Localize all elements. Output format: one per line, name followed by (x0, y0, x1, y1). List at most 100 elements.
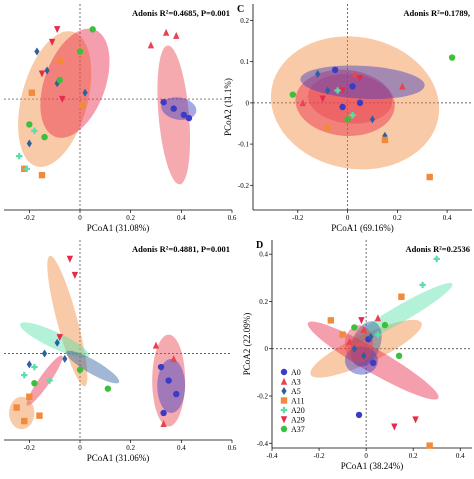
panel-3-xtick-label-2: 0 (364, 452, 368, 460)
legend-marker-a5 (281, 387, 287, 395)
panel-3-ylabel: PCoA2 (22.09%) (242, 313, 252, 376)
panel-1-point-a20-0 (334, 87, 341, 94)
panel-3-point-a5-2 (368, 332, 374, 341)
panel-3-point-a11-1 (339, 331, 346, 338)
panel-1-point-a0-1 (349, 83, 356, 90)
panel-0-point-a37-4 (89, 26, 96, 33)
panel-3-xlabel: PCoA1 (38.24%) (341, 461, 404, 471)
panel-0-ellipse-a0-3 (161, 97, 197, 120)
panel-3-xtick-label-3: 0.2 (409, 452, 418, 460)
panel-1-point-a5-3 (382, 131, 388, 140)
panel-3-point-a3-2 (374, 314, 382, 322)
panel-0-point-a11-1 (56, 57, 63, 65)
panel-1-point-a29-2 (356, 74, 364, 82)
panel-1-point-a5-2 (369, 115, 376, 124)
panel-3-point-a20-1 (433, 255, 440, 263)
panel-2-point-a11-1 (21, 417, 28, 425)
panel-2-xlabel: PCoA1 (31.06%) (87, 453, 150, 463)
legend-label-a11: A11 (291, 397, 304, 406)
panel-3-point-a3-0 (346, 337, 353, 345)
panel-0-xtick-label-0: -0.2 (24, 214, 36, 222)
legend-marker-a0 (280, 368, 288, 376)
panel-2-ellipse-a5-2 (66, 350, 120, 384)
panel-0-point-a5-0 (34, 47, 40, 56)
panel-3-point-a5-1 (361, 351, 367, 360)
panel-0-ellipse-a11-0 (18, 31, 92, 167)
legend-label-a20: A20 (291, 406, 305, 415)
panel-3-point-a11-3 (426, 442, 433, 449)
panel-2-xtick-label-3: 0.4 (177, 444, 186, 452)
panel-2-ellipse-a20-1 (20, 322, 90, 358)
panel-3-point-a37-0 (351, 324, 358, 331)
panel-2-point-a37-1 (76, 366, 84, 373)
panel-1-point-a37-0 (289, 91, 297, 98)
panel-2-point-a5-3 (54, 338, 60, 347)
panel-3-ytick-label-1: 0.2 (259, 298, 268, 306)
panel-2-point-a11-2 (26, 393, 33, 400)
panel-1-point-a0-3 (356, 99, 364, 107)
panel-0-point-a29-2 (54, 26, 61, 34)
panel-1-ytick-label-1: 0.1 (240, 58, 249, 66)
panel-1-point-a29-1 (339, 87, 346, 95)
panel-2-ellipse-a11-4 (9, 396, 35, 430)
legend-marker-a20 (280, 406, 288, 414)
panel-2-point-a3-2 (160, 419, 167, 427)
panel-2-xtick-label-1: 0 (78, 444, 82, 452)
panel-3-xtick-label-0: -0.4 (266, 452, 278, 460)
panel-1-point-a37-2 (448, 54, 456, 61)
panel-0-point-a20-1 (23, 165, 30, 172)
panel-0-point-a11-0 (28, 89, 36, 96)
panel-1-ytick-label-3: -0.1 (238, 141, 250, 149)
panel-3-point-a20-2 (374, 331, 382, 338)
panel-0-point-a20-2 (31, 127, 38, 134)
panel-0-xtick-label-3: 0.4 (177, 214, 186, 222)
panel-1-point-a20-1 (349, 112, 356, 119)
panel-1-xtick-label-0: -0.2 (292, 214, 304, 222)
panel-1-xtick-label-1: 0 (346, 214, 350, 222)
panel-1-point-a5-1 (325, 86, 331, 95)
panel-2-ellipse-a0-6 (157, 358, 186, 413)
panel-1-ytick-label-2: 0 (246, 99, 250, 107)
panel-1-point-a3-0 (299, 99, 306, 107)
panel-1-ytick-label-4: -0.2 (238, 182, 250, 190)
panel-1-label: C (237, 4, 244, 15)
panel-0-ellipse-a3-2 (157, 45, 191, 185)
panel-0-xtick-label-2: 0.2 (126, 214, 135, 222)
panel-3-ellipse-a20-1 (350, 283, 453, 344)
panel-2-adonis-stat: Adonis R²=0.4881, P=0.001 (132, 244, 230, 254)
legend-label-a29: A29 (291, 416, 305, 425)
panel-3-point-a29-1 (412, 416, 419, 424)
panel-3-xtick-label-4: 0.4 (456, 452, 465, 460)
panel-1-point-a11-0 (381, 136, 389, 144)
panel-2-point-a5-2 (62, 354, 68, 363)
panel-0-point-a29-3 (59, 95, 66, 103)
panel-1-point-a11-1 (324, 124, 331, 131)
panel-3-ellipse-a5-2 (350, 321, 382, 367)
panel-3-ellipse-a0-4 (344, 346, 378, 375)
panel-1-xtick-label-3: 0.4 (443, 214, 452, 222)
legend-label-a37: A37 (291, 425, 305, 434)
panel-3-point-a5-0 (351, 344, 357, 353)
panel-0-point-a3-1 (162, 28, 170, 36)
legend-label-a0: A0 (291, 368, 301, 377)
panel-2-point-a20-1 (31, 363, 38, 371)
panel-3-point-a29-0 (391, 423, 398, 431)
panel-1-point-a37-1 (344, 116, 351, 123)
panel-2-point-a37-2 (104, 385, 112, 392)
panel-0-point-a3-2 (173, 31, 180, 39)
panel-0-point-a3-0 (147, 41, 155, 49)
panel-0-point-a0-1 (170, 105, 177, 112)
legend-label-a5: A5 (291, 387, 301, 396)
panel-3-xtick-label-1: -0.2 (314, 452, 326, 460)
panel-3-point-a20-0 (419, 281, 426, 289)
panel-2-point-a29-1 (71, 271, 79, 279)
panel-2-point-a5-1 (41, 349, 48, 358)
legend-marker-a3 (280, 377, 288, 385)
panel-3-ellipse-a3-5 (344, 325, 374, 363)
panel-2-xtick-label-0: -0.2 (24, 444, 36, 452)
panel-3-ytick-label-2: 0 (265, 345, 269, 353)
panel-0-point-a37-0 (26, 121, 33, 128)
panel-0-point-a5-1 (44, 66, 50, 75)
